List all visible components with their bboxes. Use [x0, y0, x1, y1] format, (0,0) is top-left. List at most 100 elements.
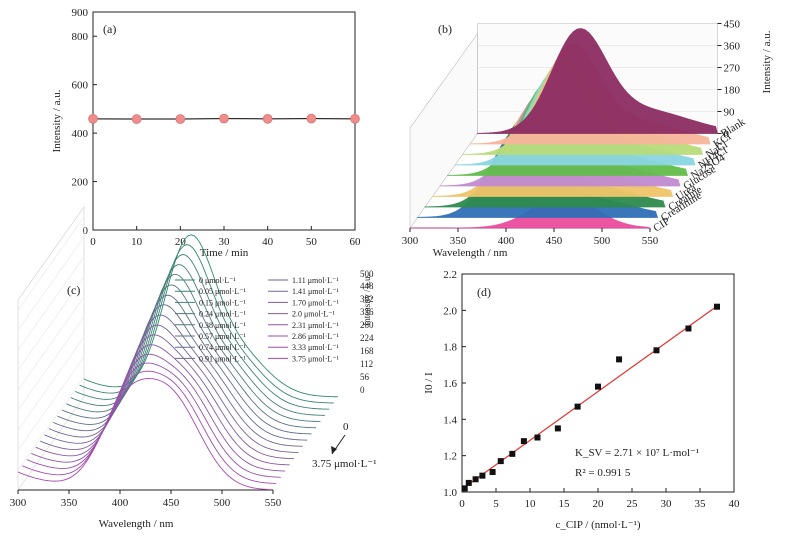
panel-a-y-tick-label: 600	[72, 80, 89, 92]
panel-c-x-tick-label: 400	[112, 497, 129, 509]
panel-b-x-tick-label: 350	[450, 235, 467, 247]
panel-c-z-tick-label: 500	[360, 269, 374, 279]
panel-a-y-tick-label: 900	[72, 7, 89, 19]
panel-c-legend-entry: 0.91 μmol·L⁻¹	[199, 354, 247, 363]
panel-c-grid-line	[17, 216, 85, 311]
panel-d-x-label: c_CIP / (nmol·L⁻¹)	[555, 519, 640, 531]
panel-a-x-tick-label: 20	[175, 236, 187, 248]
panel-a-data-point	[131, 114, 142, 124]
panel-c-legend: 0 μmol·L⁻¹ 0.05 μmol·L⁻¹ 0.15 μmol·L⁻¹ 0.24…	[175, 276, 340, 363]
panel-d-y-tick-label: 2.0	[443, 305, 457, 317]
panel-d-x-tick-label: 10	[525, 498, 537, 510]
panel-c-legend-entry: 1.70 μmol·L⁻¹	[292, 298, 340, 307]
panel-c-z-label: Intensity / a.u.	[362, 274, 372, 326]
panel-c-legend-entry: 2.86 μmol·L⁻¹	[292, 332, 340, 341]
panel-c-series-line	[31, 353, 286, 472]
panel-a-y-tick-label: 400	[72, 128, 89, 140]
panel-d-label: (d)	[477, 285, 491, 299]
panel-c-legend-entry: 0.05 μmol·L⁻¹	[199, 287, 247, 296]
panel-d-points	[461, 303, 720, 492]
panel-d-y-ticks: 1.0 1.2 1.4 1.6 1.8 2.0 2.2	[443, 269, 466, 499]
panel-c-grid-line	[17, 296, 85, 391]
panel-c-grid-line	[17, 376, 85, 471]
panel-c-x-tick-label: 450	[163, 497, 180, 509]
panel-c-z-tick-label: 280	[360, 320, 374, 330]
panel-c-legend-entry: 3.75 μmol·L⁻¹	[292, 354, 340, 363]
panel-d-x-tick-label: 20	[593, 498, 605, 510]
panel-c-series-line	[61, 284, 316, 429]
panel-c-legend-entry: 2.0 μmol·L⁻¹	[292, 310, 336, 319]
panel-c-x-ticks: 300 350 400 450 500 550	[10, 490, 282, 509]
panel-d-data-point	[465, 479, 472, 486]
panel-a-x-tick-label: 30	[219, 236, 231, 248]
panel-c-z-ticks: 0 56 112 168 224 280 336 392 448 500	[360, 269, 374, 395]
panel-c-legend-entry: 0.57 μmol·L⁻¹	[199, 332, 247, 341]
panel-d-y-tick-label: 2.2	[443, 269, 457, 281]
panel-c-annotation-top: 0	[343, 421, 349, 433]
panel-b-z-ticks: 0 90 180 270 360 450	[717, 19, 741, 141]
panel-d-y-tick-label: 1.4	[443, 414, 457, 426]
panel-c-series-line	[17, 378, 272, 491]
panel-d-data-point	[520, 438, 527, 445]
panel-b-z-tick-label: 360	[724, 41, 741, 53]
panel-d-x-tick-label: 35	[695, 498, 707, 510]
panel-c-series	[17, 234, 338, 491]
panel-c-series-line	[48, 314, 303, 447]
panel-c-series-line	[26, 362, 281, 478]
panel-c-annotation-bottom: 3.75 μmol·L⁻¹	[312, 458, 377, 470]
panel-c-grid-line	[17, 336, 85, 431]
panel-c-legend-entry: 0.15 μmol·L⁻¹	[199, 298, 247, 307]
panel-c-x-tick-label: 300	[10, 497, 27, 509]
panel-b-series	[410, 28, 719, 229]
panel-c-grid-line	[17, 316, 85, 411]
panel-d-data-point	[461, 485, 468, 492]
panel-a-y-label: Intensity / a.u.	[51, 89, 63, 152]
panel-b-x-tick-label: 400	[498, 235, 515, 247]
panel-d-data-point	[509, 450, 516, 457]
panel-a-data-point	[175, 114, 186, 124]
panel-a-data-point	[350, 114, 360, 124]
panel-d-x-tick-label: 30	[661, 498, 673, 510]
panel-b-z-tick-label: 450	[724, 19, 741, 31]
panel-c-x-label: Wavelength / nm	[99, 518, 174, 530]
panel-c-legend-entry: 0.74 μmol·L⁻¹	[199, 343, 247, 352]
panel-c-series-line	[53, 304, 308, 441]
panel-c-legend-entry: 1.41 μmol·L⁻¹	[292, 287, 340, 296]
panel-b-x-tick-label: 450	[546, 235, 563, 247]
panel-a-label: (a)	[103, 22, 116, 36]
panel-c-legend-entry: 3.33 μmol·L⁻¹	[292, 343, 340, 352]
panel-c-z-tick-label: 448	[360, 281, 374, 291]
panel-c-z-tick-label: 224	[360, 333, 374, 343]
panel-b-x-ticks: 300 350 400 450 500 550	[402, 228, 659, 247]
panel-b-category-label: Blank	[719, 116, 748, 140]
panel-d-ksv-annotation: K_SV = 2.71 × 10⁷ L·mol⁻¹	[575, 447, 699, 459]
panel-a: (a) 0 10 20 30 40 50 60 0 200 400 600 800 900 Time …	[51, 7, 361, 259]
panel-d-data-point	[685, 325, 692, 332]
panel-b-x-tick-label: 550	[642, 235, 659, 247]
panel-c-z-tick-label: 336	[360, 307, 374, 317]
panel-d-fit-line	[461, 305, 718, 490]
panel-a-y-tick-label: 0	[83, 225, 89, 237]
panel-a-y-ticks: 0 200 400 600 800 900	[72, 7, 97, 237]
panel-d-r2-annotation: R² = 0.991 5	[575, 467, 631, 479]
panel-b-z-tick-label: 90	[724, 107, 736, 119]
panel-c-z-tick-label: 56	[360, 372, 370, 382]
panel-a-data-point	[88, 114, 98, 124]
panel-c-grid-line	[17, 256, 85, 351]
panel-a-x-tick-label: 10	[131, 236, 143, 248]
panel-c-label: (c)	[67, 283, 80, 297]
panel-c-series-line	[57, 294, 312, 435]
panel-d-data-point	[616, 356, 623, 363]
panel-b-x-tick-label: 500	[594, 235, 611, 247]
panel-d: (d) 0 5 10 15 20 25 30 35 40 1.0 1.2 1.4 1.6 1.8 2.0 2…	[423, 269, 740, 531]
panel-d-data-point	[574, 403, 581, 410]
panel-d-y-tick-label: 1.6	[443, 378, 457, 390]
panel-a-points	[88, 113, 360, 124]
panel-c-series-line	[66, 273, 321, 423]
panel-c-side-wall	[17, 206, 85, 491]
panel-c-series-line	[22, 370, 277, 484]
panel-d-y-tick-label: 1.2	[443, 451, 457, 463]
panel-c-z-tick-label: 168	[360, 346, 374, 356]
panel-d-y-tick-label: 1.0	[443, 487, 457, 499]
panel-c-3d-box	[17, 206, 273, 491]
